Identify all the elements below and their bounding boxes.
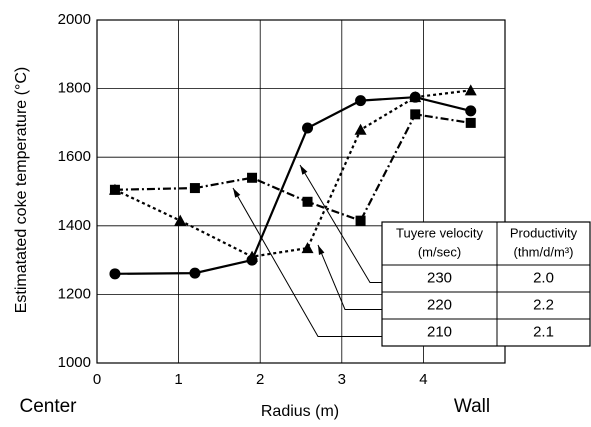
legend-label: 2.0 bbox=[533, 269, 554, 286]
arrow-head bbox=[318, 245, 325, 255]
marker bbox=[410, 109, 421, 120]
x-tick-label: 1 bbox=[174, 371, 182, 388]
marker bbox=[465, 105, 477, 117]
marker bbox=[302, 122, 314, 134]
y-tick-label: 1800 bbox=[58, 80, 91, 97]
marker bbox=[247, 172, 258, 183]
legend-header: (m/sec) bbox=[418, 244, 461, 259]
marker bbox=[355, 215, 366, 226]
legend-header: (thm/d/m³) bbox=[514, 244, 574, 259]
x-tick-label: 0 bbox=[93, 371, 101, 388]
marker bbox=[189, 267, 201, 279]
arrow-head bbox=[300, 165, 308, 175]
marker bbox=[301, 242, 314, 254]
y-tick-label: 1000 bbox=[58, 354, 91, 371]
legend-label: 230 bbox=[427, 269, 452, 286]
legend-label: 2.1 bbox=[533, 323, 554, 340]
y-tick-label: 2000 bbox=[58, 11, 91, 28]
y-tick-label: 1400 bbox=[58, 217, 91, 234]
marker bbox=[409, 91, 422, 103]
legend-label: 220 bbox=[427, 296, 452, 313]
legend-label: 2.2 bbox=[533, 296, 554, 313]
marker bbox=[354, 123, 367, 135]
x-tick-label: 2 bbox=[256, 371, 264, 388]
marker bbox=[465, 117, 476, 128]
arrow bbox=[232, 187, 382, 337]
x-axis-label: Radius (m) bbox=[261, 403, 339, 420]
marker bbox=[189, 183, 200, 194]
annotation: Wall bbox=[454, 396, 490, 417]
annotation: Center bbox=[19, 396, 77, 417]
arrow bbox=[299, 164, 382, 283]
marker bbox=[109, 268, 121, 280]
legend-label: 210 bbox=[427, 323, 452, 340]
line bbox=[114, 113, 471, 223]
y-axis-label: Estimatated coke temperature (°C) bbox=[13, 67, 30, 314]
marker bbox=[246, 250, 259, 262]
x-tick-label: 3 bbox=[338, 371, 346, 388]
marker bbox=[302, 196, 313, 207]
arrow-head bbox=[233, 188, 241, 198]
y-tick-label: 1200 bbox=[58, 285, 91, 302]
marker bbox=[355, 95, 367, 107]
legend-header: Tuyere velocity bbox=[396, 225, 483, 240]
legend-header: Productivity bbox=[510, 225, 578, 240]
marker bbox=[109, 184, 120, 195]
y-tick-label: 1600 bbox=[58, 148, 91, 165]
x-tick-label: 4 bbox=[419, 371, 427, 388]
marker bbox=[464, 84, 477, 96]
legend-table bbox=[381, 221, 591, 347]
marker bbox=[174, 214, 187, 226]
arrow bbox=[317, 244, 382, 310]
